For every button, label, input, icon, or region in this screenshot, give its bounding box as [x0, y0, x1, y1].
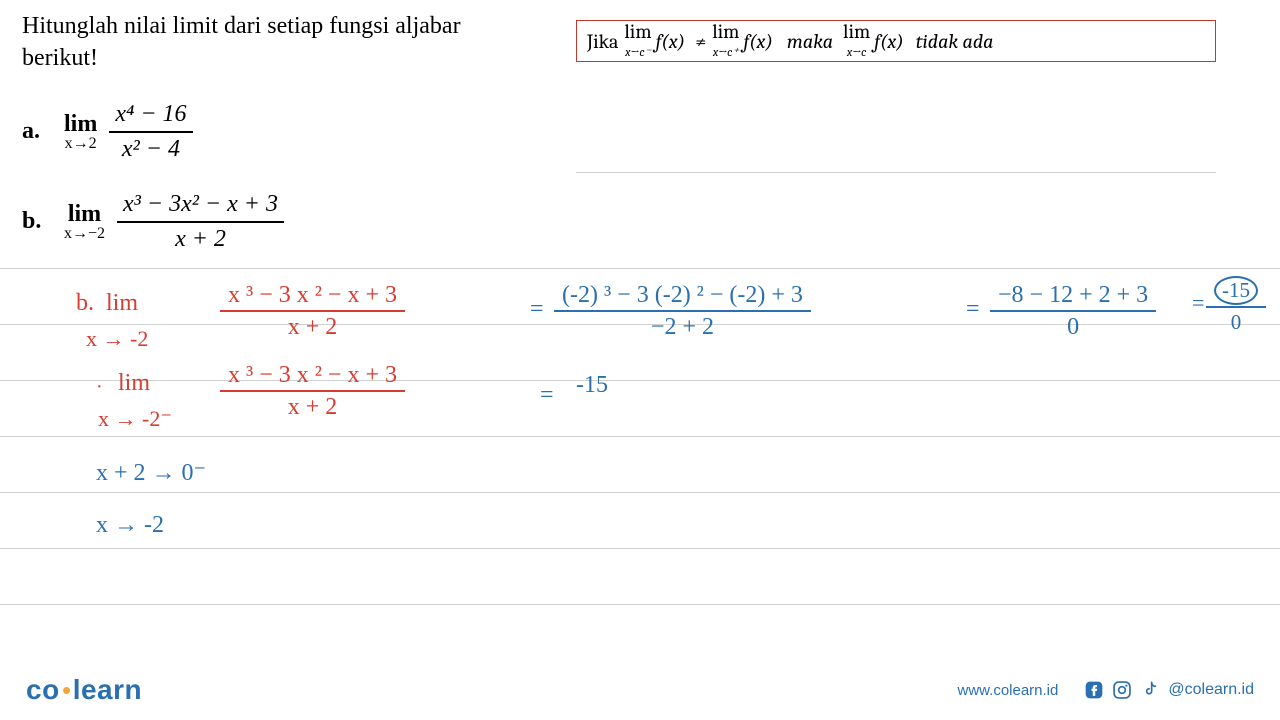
hw-b-label: b. lim	[76, 290, 138, 317]
item-a-label: a.	[22, 118, 58, 145]
hw-eq-2: =	[966, 296, 980, 323]
page: Hitunglah nilai limit dari setiap fungsi…	[0, 0, 1280, 720]
brand-dot-icon	[63, 687, 70, 694]
hw-sub-frac: (-2) ³ − 3 (-2) ² − (-2) + 3 −2 + 2	[554, 282, 811, 341]
hw-eq-1: =	[530, 296, 544, 323]
hw-b-sub: x → -2	[86, 326, 148, 352]
footer-handle: @colearn.id	[1168, 681, 1254, 699]
hw-note-2: x → -2	[96, 512, 164, 539]
footer-url: www.colearn.id	[957, 682, 1058, 699]
prompt-line-2: berikut!	[22, 45, 98, 71]
rule-fx-3: f(x)	[874, 30, 903, 53]
problem-item-b: b. lim x→−2 x³ − 3x² − x + 3 x + 2	[22, 190, 284, 254]
item-a-lim: lim x→2	[64, 112, 97, 152]
problem-item-a: a. lim x→2 x⁴ − 16 x² − 4	[22, 100, 193, 164]
hw-eq-4: =	[540, 382, 554, 409]
hw-lim2: lim	[118, 370, 150, 397]
item-a-fraction: x⁴ − 16 x² − 4	[109, 100, 192, 164]
hw-frac2: x ³ − 3 x ² − x + 3 x + 2	[220, 362, 405, 421]
facebook-icon	[1084, 680, 1104, 700]
rule-suffix: tidak ada	[916, 30, 994, 53]
rule-neq: ≠	[695, 30, 706, 53]
limit-rule-box: Jika limx→c⁻ f(x) ≠ limx→c⁺ f(x) maka li…	[576, 20, 1216, 62]
prompt-line-1: Hitunglah nilai limit dari setiap fungsi…	[22, 13, 461, 39]
rule-lim-right: limx→c⁺	[712, 23, 739, 59]
footer-social: @colearn.id	[1084, 680, 1254, 700]
hw-dot: ·	[96, 376, 103, 399]
hw-eq-3: =	[1192, 290, 1204, 316]
hw-lim2-sub: x → -2⁻	[98, 406, 172, 432]
item-a-den: x² − 4	[109, 133, 192, 164]
brand-logo: colearn	[26, 674, 142, 706]
instagram-icon	[1112, 680, 1132, 700]
item-b-num: x³ − 3x² − x + 3	[117, 190, 284, 223]
tiktok-icon	[1140, 680, 1160, 700]
rule-fx-1: f(x)	[656, 30, 685, 53]
hw-note-1: x + 2 → 0⁻	[96, 458, 206, 487]
hw-calc-frac: −8 − 12 + 2 + 3 0	[990, 282, 1156, 341]
rule-lim-left: limx→c⁻	[624, 23, 651, 59]
item-b-lim: lim x→−2	[64, 202, 105, 242]
item-a-num: x⁴ − 16	[109, 100, 192, 133]
item-b-label: b.	[22, 208, 58, 235]
hw-rhs2: -15	[576, 372, 608, 399]
rule-lim-c: limx→c	[843, 23, 870, 59]
hw-ans-frac: -15 0	[1206, 276, 1266, 335]
rule-mid: maka	[787, 30, 833, 53]
footer: colearn www.colearn.id @colearn.id	[0, 660, 1280, 720]
rule-prefix: Jika	[587, 30, 618, 53]
problem-prompt: Hitunglah nilai limit dari setiap fungsi…	[22, 10, 562, 75]
hw-b-frac: x ³ − 3 x ² − x + 3 x + 2	[220, 282, 405, 341]
rule-fx-2: f(x)	[743, 30, 772, 53]
item-b-fraction: x³ − 3x² − x + 3 x + 2	[117, 190, 284, 254]
item-b-den: x + 2	[117, 223, 284, 254]
rule-box-underline	[576, 172, 1216, 173]
